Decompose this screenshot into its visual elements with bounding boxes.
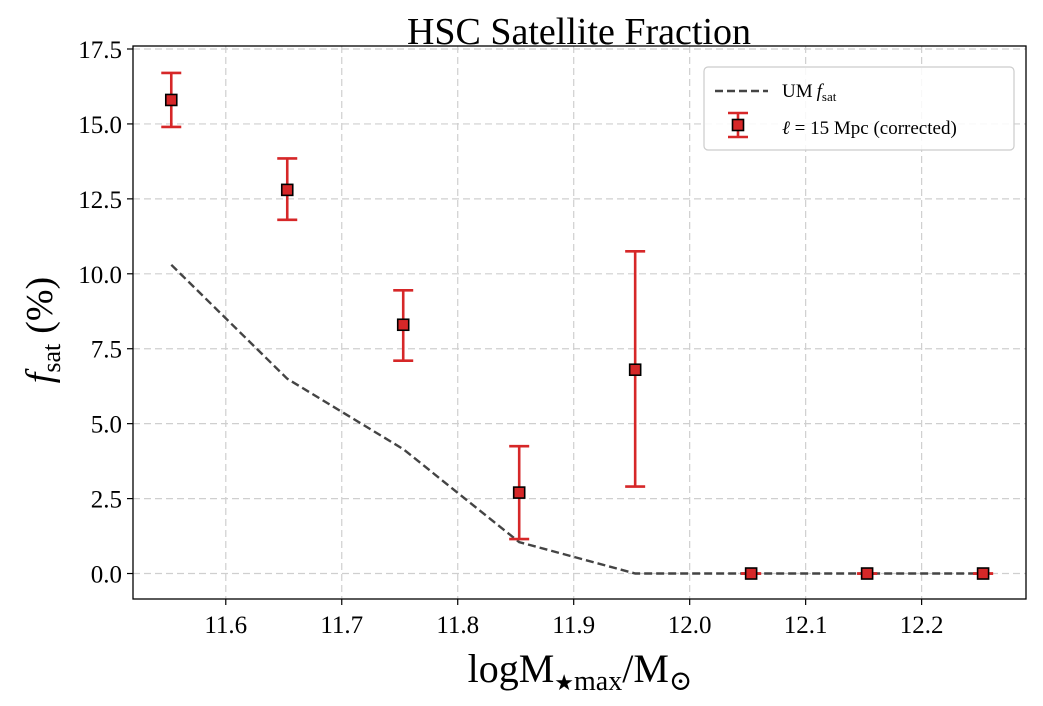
- data-marker: [280, 183, 294, 197]
- errorbar-point: [161, 71, 182, 129]
- y-axis-label: fsat(%): [19, 277, 66, 383]
- legend: UM fsat ℓ = 15 Mpc (corrected): [703, 66, 1015, 151]
- errorbar-layer: [161, 71, 994, 580]
- x-tick-label: 12.1: [784, 612, 828, 639]
- data-marker: [164, 93, 178, 107]
- plot-frame: [132, 45, 1027, 600]
- y-tick-label: 12.5: [78, 187, 122, 214]
- x-tick-label: 12.2: [900, 612, 944, 639]
- x-label-sun: ⊙: [669, 666, 692, 697]
- um-fsat-line: [170, 263, 984, 575]
- x-label-tail: /M: [622, 646, 669, 691]
- tick-layer: 11.6 11.7 11.8 11.9 12.0 12.1 12.2 0.0 2.5 5.0 7.5…: [78, 37, 943, 639]
- x-label-sub: max: [574, 666, 622, 697]
- y-tick-label: 7.5: [91, 337, 122, 364]
- legend-box: [703, 66, 1015, 151]
- y-label-sub: sat: [37, 343, 66, 373]
- y-tick-label: 0.0: [91, 562, 122, 589]
- x-label-star: ★: [554, 670, 574, 695]
- legend-line-sub: sat: [822, 89, 837, 104]
- errorbar-point: [393, 288, 414, 363]
- errorbar-point: [509, 444, 530, 541]
- x-tick-label: 11.7: [320, 612, 363, 639]
- x-tick-label: 11.8: [436, 612, 479, 639]
- legend-line-label: UM fsat: [782, 81, 837, 104]
- x-tick-label: 12.0: [668, 612, 712, 639]
- y-tick-label: 17.5: [78, 37, 122, 64]
- x-axis-label: logM★max/M⊙: [468, 646, 693, 697]
- legend-errbar-swatch-marker: [731, 118, 745, 132]
- legend-line-f: f: [817, 81, 825, 102]
- y-tick-label: 5.0: [91, 412, 122, 439]
- data-marker: [860, 567, 874, 580]
- y-tick-label: 2.5: [91, 487, 122, 514]
- data-marker: [512, 486, 526, 499]
- legend-line-text: UM: [782, 81, 813, 102]
- data-marker: [976, 567, 990, 580]
- grid-lines: [133, 46, 1026, 599]
- legend-errbar-ell: ℓ: [782, 118, 790, 139]
- um-fsat-line-layer: [170, 263, 984, 575]
- x-tick-label: 11.9: [552, 612, 595, 639]
- data-marker: [628, 363, 642, 377]
- y-label-unit: (%): [19, 277, 61, 334]
- chart-title: HSC Satellite Fraction: [407, 11, 751, 53]
- y-tick-label: 10.0: [78, 262, 122, 289]
- errorbar-point: [741, 567, 762, 580]
- x-tick-label: 11.6: [204, 612, 247, 639]
- errorbar-point: [857, 567, 878, 580]
- y-tick-label: 15.0: [78, 112, 122, 139]
- legend-errbar-label: ℓ = 15 Mpc (corrected): [782, 118, 957, 139]
- x-label-base: logM: [468, 646, 555, 691]
- errorbar-point: [973, 567, 994, 580]
- plot-area: 11.6 11.7 11.8 11.9 12.0 12.1 12.2 0.0 2.5 5.0 7.5…: [78, 37, 1027, 639]
- errorbar-point: [625, 250, 646, 488]
- data-marker: [744, 567, 758, 580]
- data-marker: [396, 318, 410, 332]
- errorbar-point: [277, 157, 298, 222]
- legend-errbar-text: = 15 Mpc (corrected): [790, 118, 957, 139]
